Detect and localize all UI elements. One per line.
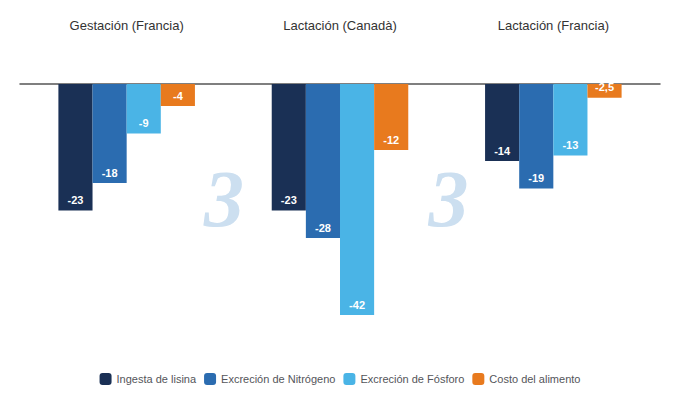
svg-text:-23: -23: [68, 194, 84, 206]
svg-text:-13: -13: [562, 139, 578, 151]
svg-text:-18: -18: [102, 167, 118, 179]
svg-text:Lactación (Canadà): Lactación (Canadà): [283, 18, 396, 33]
svg-text:Excreción de Fósforo: Excreción de Fósforo: [360, 373, 464, 385]
svg-text:Excreción de Nitrógeno: Excreción de Nitrógeno: [221, 373, 335, 385]
svg-text:-9: -9: [139, 117, 149, 129]
svg-text:Lactación (Francia): Lactación (Francia): [498, 18, 609, 33]
svg-text:Ingesta de lisina: Ingesta de lisina: [117, 373, 197, 385]
svg-text:Gestación (Francia): Gestación (Francia): [70, 18, 184, 33]
svg-text:Costo del alimento: Costo del alimento: [489, 373, 580, 385]
svg-text:-2,5: -2,5: [595, 81, 614, 93]
svg-text:3: 3: [427, 155, 468, 243]
svg-text:-12: -12: [383, 134, 399, 146]
svg-text:-4: -4: [173, 90, 184, 102]
svg-text:-28: -28: [315, 222, 331, 234]
svg-text:3: 3: [203, 155, 244, 243]
svg-text:-42: -42: [349, 299, 365, 311]
svg-text:-23: -23: [281, 194, 297, 206]
svg-text:-14: -14: [494, 145, 511, 157]
svg-text:-19: -19: [528, 172, 544, 184]
